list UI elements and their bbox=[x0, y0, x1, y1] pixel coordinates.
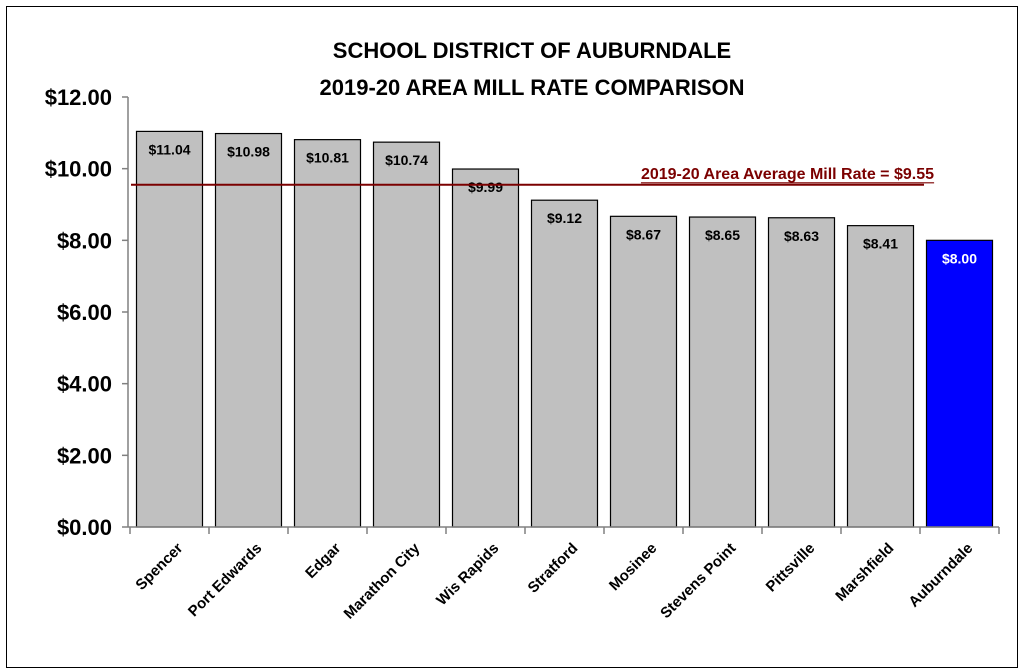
x-tick-label: Stevens Point bbox=[657, 540, 739, 622]
data-label: $8.63 bbox=[784, 228, 819, 244]
y-tick-label: $8.00 bbox=[57, 228, 112, 253]
x-tick-label: Pittsville bbox=[763, 540, 819, 596]
x-tick-label: Port Edwards bbox=[185, 540, 265, 620]
bar-spencer bbox=[135, 130, 204, 528]
y-axis: $0.00 $2.00 $4.00 $6.00 $8.00 $10.00 $12.00 bbox=[45, 85, 129, 540]
y-tick-label: $10.00 bbox=[45, 157, 112, 182]
y-tick-label: $2.00 bbox=[57, 443, 112, 468]
bar-stratford bbox=[530, 199, 599, 528]
y-tick-label: $4.00 bbox=[57, 372, 112, 397]
data-label: $11.04 bbox=[148, 141, 190, 157]
bar-marathon-city bbox=[372, 141, 441, 528]
x-tick-label: Wis Rapids bbox=[433, 540, 502, 609]
bar-edgar bbox=[293, 139, 362, 528]
x-tick-label: Stratford bbox=[525, 540, 582, 597]
x-tick-label: Spencer bbox=[132, 540, 186, 594]
x-tick-label: Marshfield bbox=[832, 540, 897, 605]
bar-wis-rapids bbox=[451, 168, 520, 528]
bar-mosinee bbox=[609, 215, 678, 528]
bar-stevens-point bbox=[688, 216, 757, 528]
chart-title-line-2: 2019-20 AREA MILL RATE COMPARISON bbox=[320, 75, 745, 100]
x-tick-label: Marathon City bbox=[341, 539, 424, 622]
bar-auburndale bbox=[925, 239, 994, 528]
average-line-label: 2019-20 Area Average Mill Rate = $9.55 bbox=[641, 166, 934, 183]
x-tick-label: Auburndale bbox=[905, 540, 976, 611]
data-label: $9.99 bbox=[468, 179, 503, 195]
data-label: $10.74 bbox=[385, 152, 428, 168]
bars: $11.04 $10.98 $10.81 $10.74 $9.99 $9.12 $8.67 $… bbox=[135, 130, 994, 528]
data-label: $10.81 bbox=[306, 150, 349, 166]
data-label: $8.41 bbox=[863, 236, 898, 252]
average-reference: 2019-20 Area Average Mill Rate = $9.55 bbox=[131, 166, 935, 186]
x-tick-label: Mosinee bbox=[606, 540, 660, 594]
bar-port-edwards bbox=[214, 132, 283, 528]
data-label: $9.12 bbox=[547, 210, 582, 226]
bar-marshfield bbox=[846, 225, 915, 528]
x-tick-label: Edgar bbox=[302, 540, 344, 582]
y-tick-label: $0.00 bbox=[57, 515, 112, 540]
data-label: $8.67 bbox=[626, 226, 661, 242]
data-label: $10.98 bbox=[227, 144, 270, 160]
y-tick-label: $6.00 bbox=[57, 300, 112, 325]
data-label: $8.00 bbox=[942, 250, 977, 266]
bar-pittsville bbox=[767, 217, 836, 528]
chart-title-line-1: SCHOOL DISTRICT OF AUBURNDALE bbox=[333, 38, 731, 63]
data-label: $8.65 bbox=[705, 227, 740, 243]
y-tick-label: $12.00 bbox=[45, 85, 112, 110]
